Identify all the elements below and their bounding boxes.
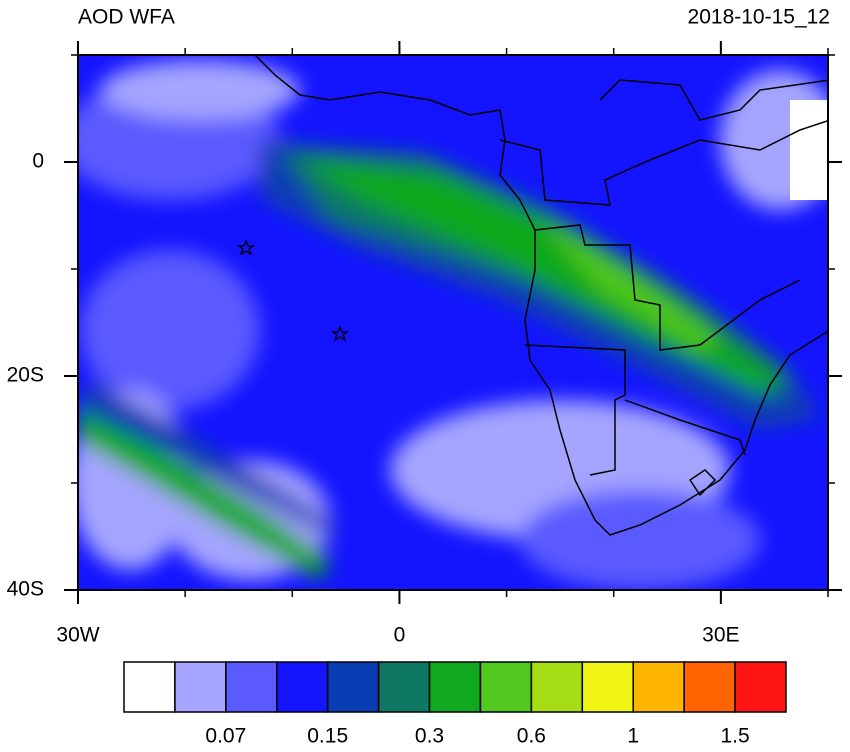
- coastlines: [254, 55, 828, 536]
- colorbar-box: [581, 661, 634, 713]
- site-markers: [237, 239, 349, 342]
- colorbar-label: 1: [627, 725, 639, 747]
- colorbar-box: [530, 661, 584, 713]
- colorbar-box: [174, 661, 227, 713]
- date: 2018-10-15_12: [688, 6, 830, 29]
- x-tick-label: 0: [394, 624, 406, 647]
- colorbar-label: 0.3: [415, 725, 444, 747]
- y-tick-label: 40S: [7, 578, 44, 601]
- y-tick-label: 0: [32, 150, 44, 173]
- colorbar-box: [428, 661, 482, 713]
- x-tick-label: 30W: [56, 624, 99, 647]
- colorbar-box: [225, 661, 278, 713]
- y-tick-label: 20S: [7, 364, 44, 387]
- colorbar-label: 0.15: [307, 725, 348, 747]
- aod-field: [78, 55, 828, 590]
- x-tick-label: 30E: [702, 624, 739, 647]
- colorbar-box: [123, 661, 176, 713]
- colorbar-box: [377, 661, 431, 713]
- colorbar-label: 0.07: [205, 725, 246, 747]
- colorbar-box: [734, 661, 787, 713]
- colorbar-box: [479, 661, 533, 713]
- colorbar-box: [276, 661, 329, 713]
- colorbar-label: 1.5: [720, 725, 749, 747]
- title: AOD WFA: [78, 6, 175, 29]
- plot-frame: [77, 54, 829, 591]
- colorbar-box: [683, 661, 736, 713]
- colorbar-box: [632, 661, 685, 713]
- colorbar-box: [326, 661, 380, 713]
- colorbar-label: 0.6: [517, 725, 546, 747]
